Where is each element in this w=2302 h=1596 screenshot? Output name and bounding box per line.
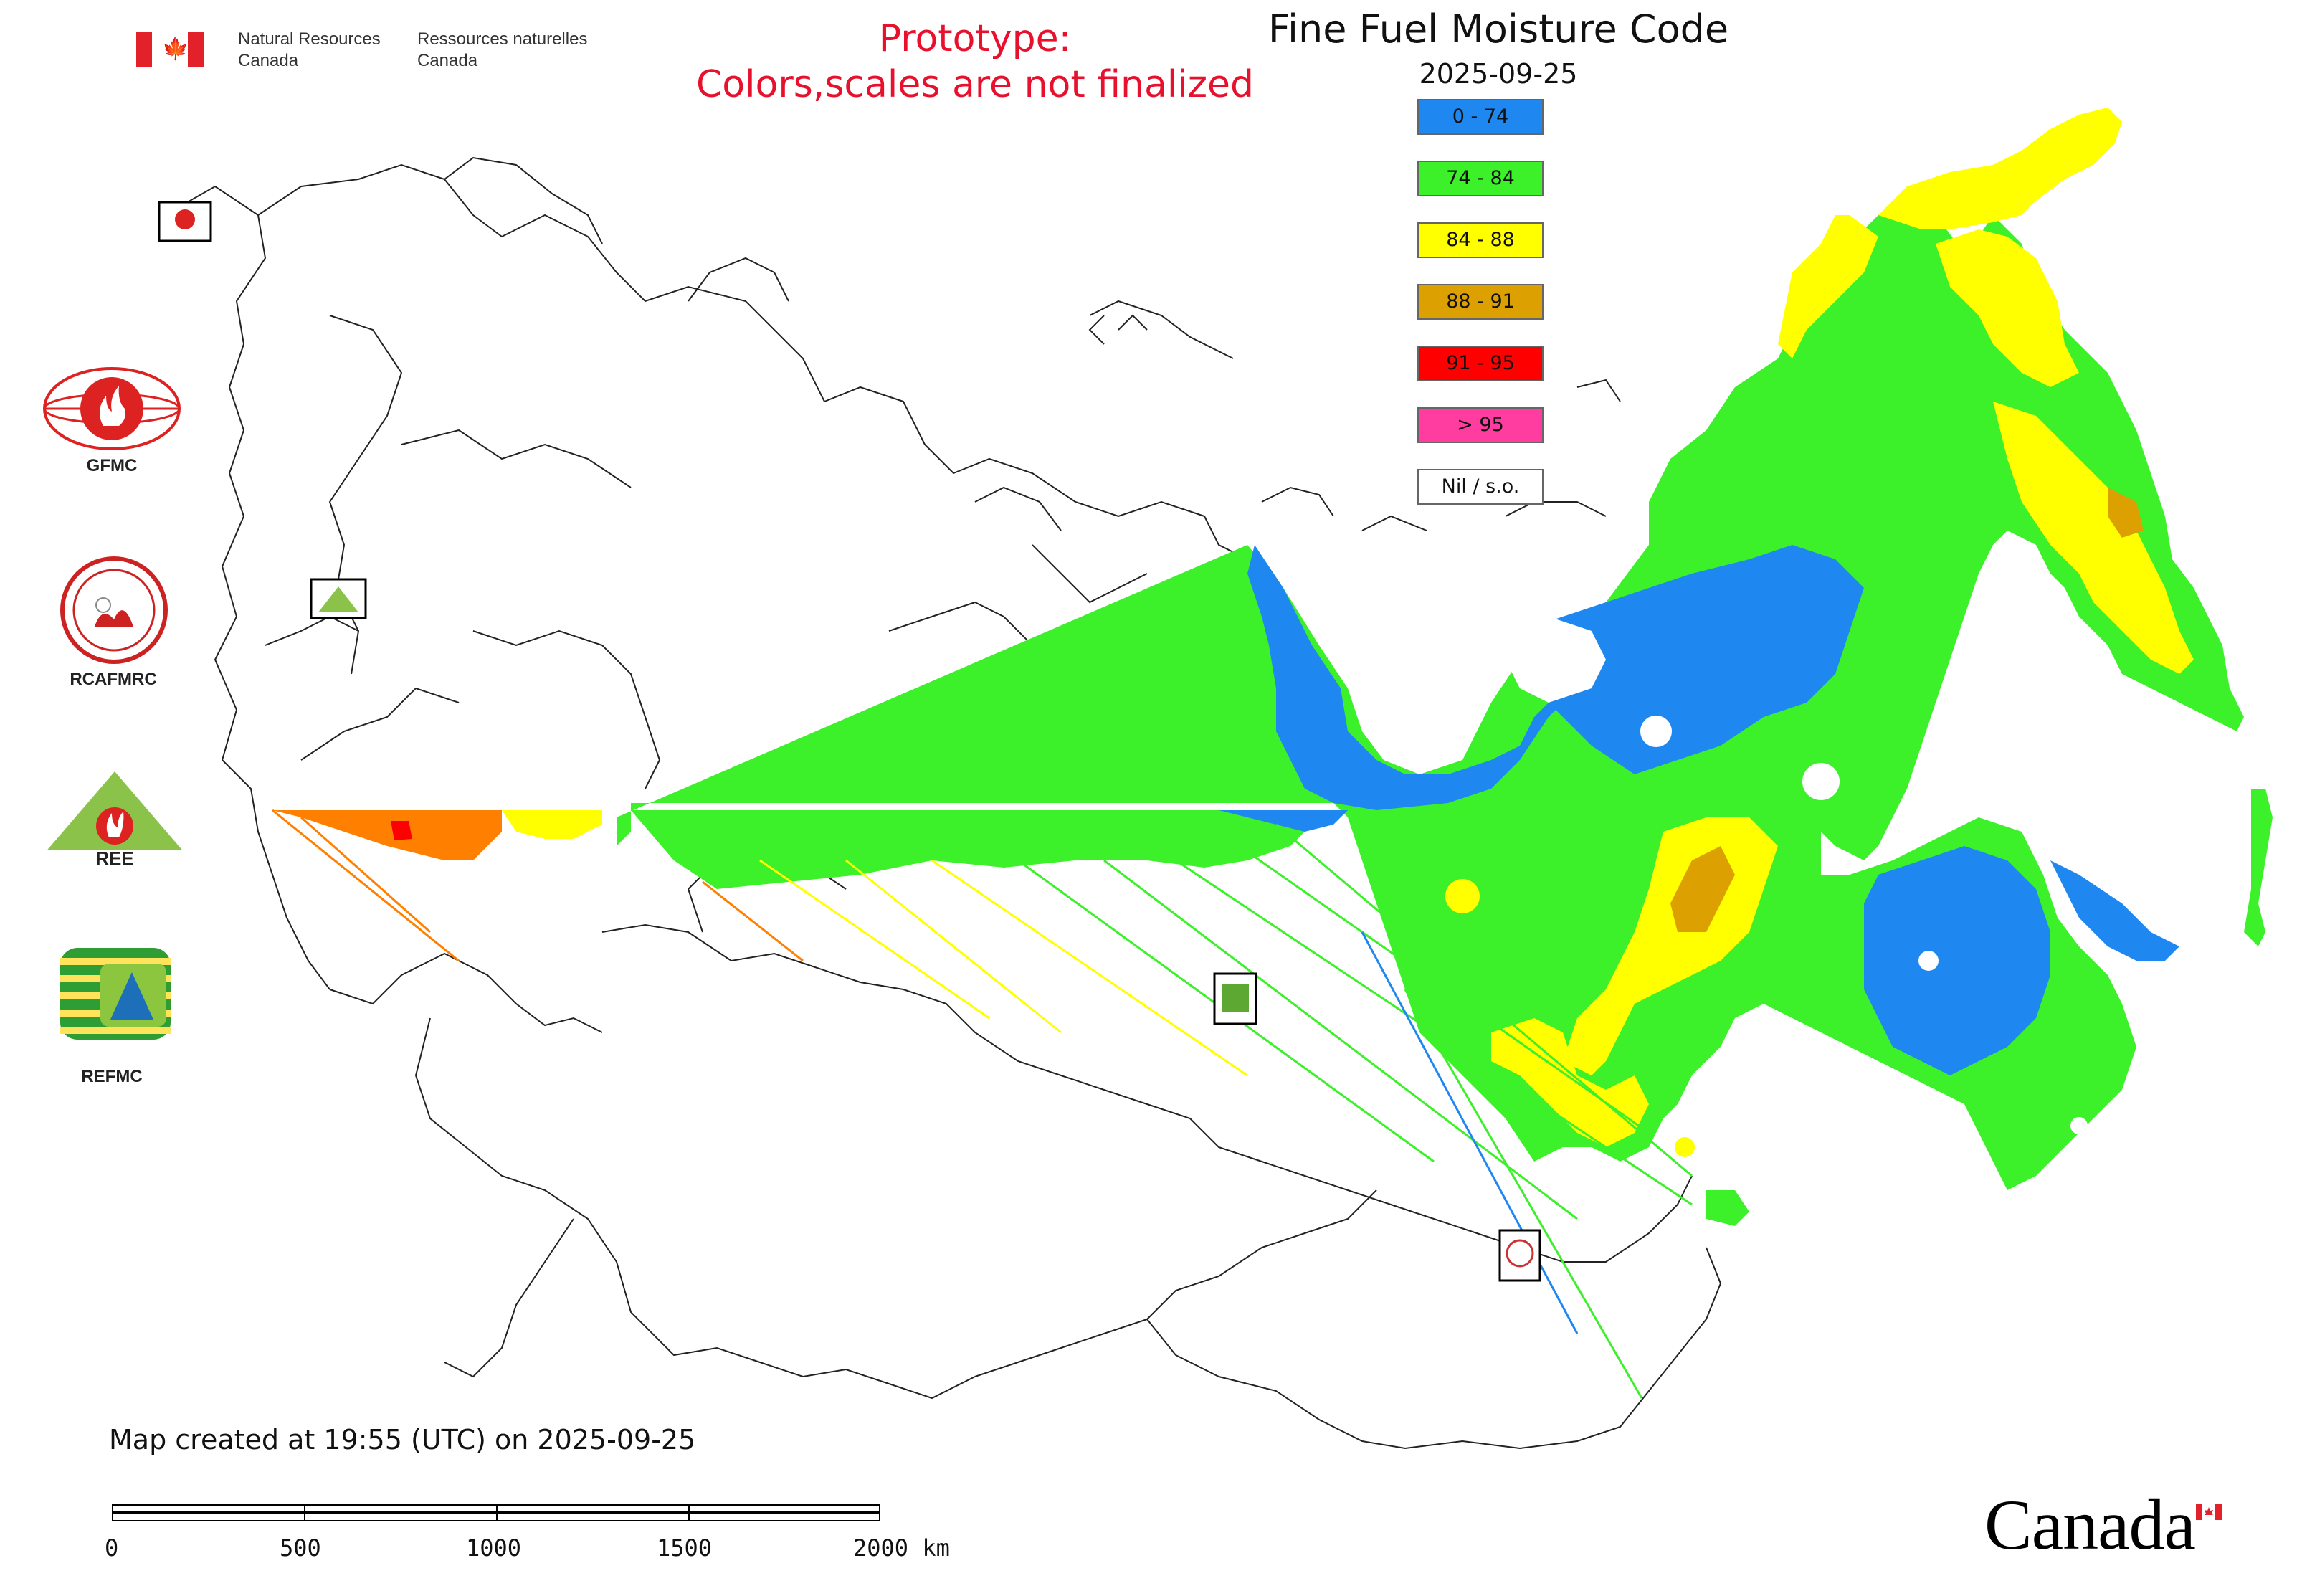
scale-label-1500: 1500 [657, 1534, 713, 1562]
data-streaks [272, 809, 1693, 1399]
department-fr-line1: Ressources naturelles [417, 29, 588, 49]
canada-wordmark-flag-icon [2196, 1504, 2222, 1520]
flag-right-bar [188, 32, 204, 67]
maple-leaf-icon: 🍁 [162, 37, 189, 62]
legend-item-0-74: 0 - 74 [1417, 99, 1544, 135]
legend-item-nil: Nil / s.o. [1417, 469, 1544, 505]
map-created-text: Map created at 19:55 (UTC) on 2025-09-25 [109, 1424, 696, 1455]
fire-data-area [617, 108, 2273, 1226]
scale-label-500: 500 [280, 1534, 321, 1562]
prototype-line2: Colors,scales are not finalized [695, 63, 1255, 106]
refmc-label: REFMC [81, 1067, 143, 1086]
reefmc-logo: REE [39, 771, 191, 869]
map-date: 2025-09-25 [1419, 58, 1578, 90]
legend-item-91-95: 91 - 95 [1417, 346, 1544, 381]
svg-text:REE: REE [95, 847, 133, 869]
legend-item-74-84: 74 - 84 [1417, 161, 1544, 196]
flag-center [152, 32, 188, 67]
scale-label-1000: 1000 [466, 1534, 522, 1562]
scale-bar [112, 1504, 880, 1523]
prototype-notice: Prototype: Colors,scales are not finaliz… [645, 16, 1305, 108]
prototype-line1: Prototype: [878, 17, 1072, 60]
station-markers [158, 201, 1541, 1282]
department-en-line1: Natural Resources [238, 29, 381, 49]
rcafmrc-label: RCAFMRC [70, 670, 157, 689]
map-title: Fine Fuel Moisture Code [1267, 6, 1729, 52]
refmc-logo [60, 948, 171, 1040]
legend-item-88-91: 88 - 91 [1417, 284, 1544, 320]
scale-label-2000km: 2000 km [853, 1534, 950, 1562]
gfmc-label: GFMC [86, 456, 138, 475]
legend-item-84-88: 84 - 88 [1417, 222, 1544, 258]
country-outlines [164, 163, 1722, 1450]
nrcan-signature: 🍁 Natural Resources Canada Ressources na… [136, 29, 609, 75]
department-en-line2: Canada [238, 51, 299, 70]
gfmc-logo [43, 367, 181, 450]
flag-left-bar [136, 32, 152, 67]
scale-label-0: 0 [105, 1534, 119, 1562]
department-fr-line2: Canada [417, 51, 478, 70]
legend-item-over-95: > 95 [1417, 407, 1544, 443]
canada-wordmark: Canada [1984, 1485, 2196, 1564]
arctic-islands [444, 156, 1621, 531]
scale-midline [112, 1511, 880, 1514]
rcafmrc-logo [60, 556, 168, 664]
